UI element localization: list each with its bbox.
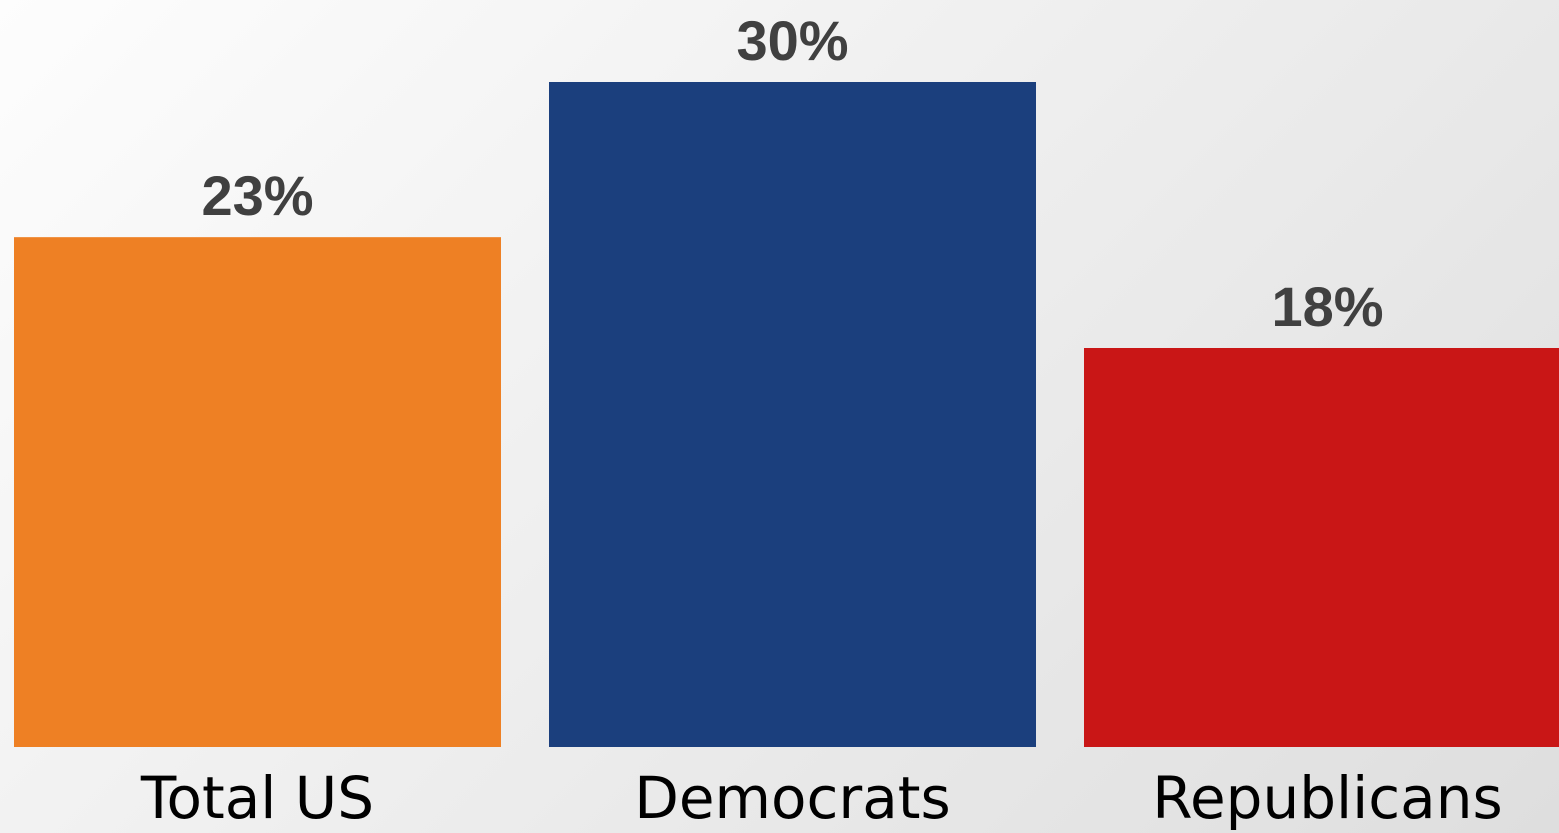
category-label-total-us: Total US [140, 764, 374, 832]
category-labels: Total US Democrats Republicans [140, 764, 1503, 832]
category-label-democrats: Democrats [634, 764, 951, 832]
bars [14, 82, 1559, 747]
value-label-total-us: 23% [201, 164, 313, 227]
value-labels: 23% 30% 18% [201, 9, 1383, 338]
value-label-republicans: 18% [1271, 275, 1383, 338]
bar-democrats [549, 82, 1036, 747]
bar-total-us [14, 237, 501, 747]
bar-republicans [1084, 348, 1559, 747]
value-label-democrats: 30% [736, 9, 848, 72]
category-label-republicans: Republicans [1152, 764, 1502, 832]
